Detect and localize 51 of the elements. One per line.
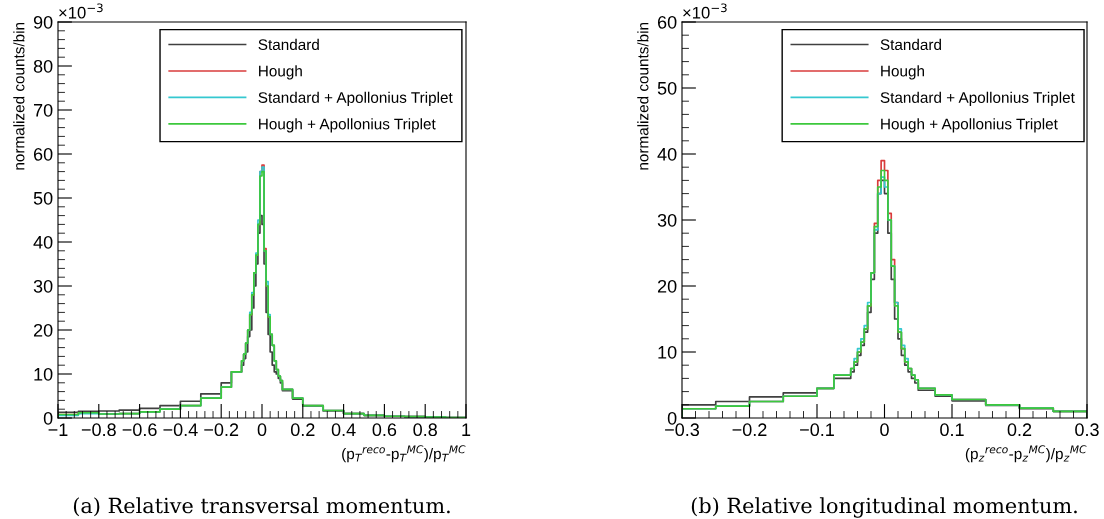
y-tick-label: 50 (33, 191, 53, 205)
y-tick-label: 40 (657, 147, 677, 161)
x-tick-label: 0.6 (372, 423, 397, 437)
text: (b) Relative longitudinal momentum. (691, 497, 1077, 518)
legend-label: Hough (259, 65, 302, 80)
legend-label: Standard + Apollonius Triplet (880, 91, 1075, 106)
x-tick-label: −0.6 (122, 423, 157, 437)
y-tick-label: 0 (43, 411, 53, 425)
x-tick-label: 0.2 (290, 423, 315, 437)
legend-label: Hough (881, 65, 924, 80)
x-tick-label: −0.2 (732, 423, 767, 437)
y-tick-label: 70 (33, 103, 53, 117)
y-tick-label: 0 (667, 411, 677, 425)
x-tick-label: −0.1 (800, 423, 834, 437)
y-tick-label: 90 (33, 15, 53, 29)
y-tick-label: 20 (33, 323, 53, 337)
text: (a) Relative transversal momentum. (73, 497, 450, 517)
text: ×10$^{−3}$ (683, 3, 727, 19)
x-tick-label: 0.2 (1007, 423, 1032, 437)
x-tick-label: 0 (257, 423, 267, 437)
legend-label: Hough + Apollonius Triplet (881, 118, 1058, 133)
y-tick-label: 30 (657, 213, 677, 227)
text: (p$_{T}$$^{reco}$-p$_{T}$$^{MC}$)/p$_{T}$$^{MC}$ (342, 445, 466, 463)
y-tick-label: 30 (33, 279, 53, 293)
y-tick-label: 50 (657, 81, 677, 95)
y-tick-label: 10 (34, 367, 53, 381)
x-tick-label: −0.3 (665, 423, 700, 437)
x-tick-label: −1 (48, 423, 68, 436)
legend-label: Standard + Apollonius Triplet (258, 91, 453, 106)
x-tick-label: 0.8 (413, 423, 437, 437)
text: ×10$^{−3}$ (59, 3, 103, 19)
x-tick-label: 0.3 (1075, 423, 1099, 437)
text: (p$_{z}$$^{reco}$-p$_{z}$$^{MC}$)/p$_{z}$$^{MC}$ (965, 445, 1087, 463)
legend-label: Standard (880, 38, 941, 51)
legend-label: Hough + Apollonius Triplet (259, 118, 436, 133)
x-tick-label: −0.8 (81, 423, 116, 437)
y-axis-title: normalized counts/bin (637, 22, 649, 170)
y-tick-label: 60 (657, 15, 677, 29)
y-tick-label: 60 (33, 147, 53, 161)
x-tick-label: 1 (462, 423, 471, 436)
x-tick-label: −0.4 (163, 423, 198, 437)
x-tick-label: −0.2 (204, 423, 239, 437)
y-tick-label: 80 (33, 59, 53, 73)
x-tick-label: 0.4 (331, 423, 356, 437)
y-axis-title: normalized counts/bin (13, 22, 25, 170)
legend-label: Standard (258, 38, 319, 51)
y-tick-label: 40 (33, 235, 53, 249)
y-tick-label: 10 (658, 345, 677, 359)
x-tick-label: 0.1 (940, 423, 964, 437)
x-tick-label: 0 (880, 423, 889, 437)
y-tick-label: 20 (657, 279, 677, 293)
